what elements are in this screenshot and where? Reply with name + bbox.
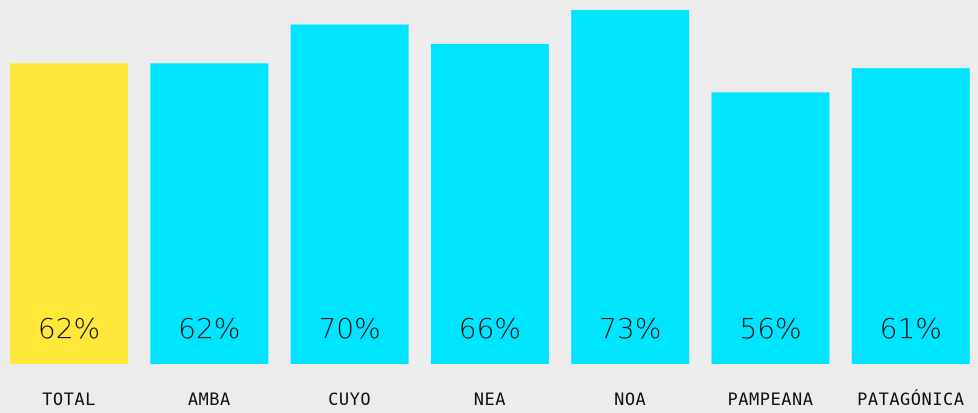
x-tick-label: NOA xyxy=(614,390,646,410)
value-label: 62% xyxy=(38,312,100,345)
bar xyxy=(571,9,690,364)
x-tick-label: CUYO xyxy=(328,390,371,410)
x-tick-label: AMBA xyxy=(188,390,231,410)
bar xyxy=(290,24,409,364)
x-tick-label: TOTAL xyxy=(42,390,96,410)
value-label: 56% xyxy=(739,312,801,345)
value-label: 66% xyxy=(459,312,521,345)
bar xyxy=(150,63,269,365)
x-tick-label: PAMPEANA xyxy=(728,390,814,410)
x-tick-label: PATAGÓNICA xyxy=(857,388,964,410)
value-label: 70% xyxy=(318,312,380,345)
value-label: 73% xyxy=(599,312,661,345)
x-tick-label: NEA xyxy=(474,390,506,410)
value-label: 61% xyxy=(880,312,942,345)
bar xyxy=(711,92,830,365)
bar xyxy=(851,68,970,365)
bar xyxy=(430,43,549,365)
bar xyxy=(10,63,128,365)
value-label: 62% xyxy=(178,312,240,345)
